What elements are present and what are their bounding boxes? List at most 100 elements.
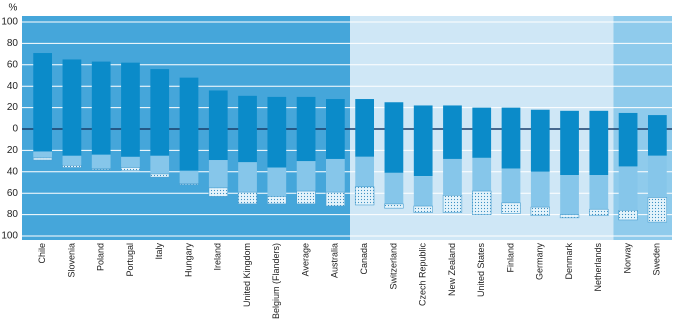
bar (501, 107, 521, 129)
bar (413, 105, 433, 129)
bar (647, 129, 667, 156)
y-tick-label: 60 (7, 59, 19, 70)
bar (296, 190, 316, 205)
bar (355, 156, 375, 187)
bar (238, 95, 257, 129)
bar (560, 110, 579, 129)
x-tick-label: Finland (505, 243, 515, 273)
y-tick-label: 80 (7, 209, 19, 220)
bar (121, 129, 140, 157)
bar (238, 162, 257, 193)
bar (589, 208, 609, 216)
bar (121, 62, 140, 129)
y-tick-label: 80 (7, 38, 19, 49)
bar (150, 155, 170, 174)
bar (62, 129, 82, 156)
bar (150, 129, 170, 156)
bar (33, 151, 53, 158)
x-tick-label: Slovenia (66, 243, 76, 278)
bar (530, 206, 550, 216)
bar (647, 115, 667, 129)
bar (179, 129, 199, 171)
bar (384, 203, 404, 209)
bar (121, 156, 140, 168)
x-tick-label: Denmark (564, 243, 574, 280)
bar (472, 129, 492, 158)
bar (355, 129, 375, 157)
bar (559, 214, 580, 219)
x-tick-label: Netherlands (593, 243, 603, 292)
bar (384, 129, 404, 173)
x-tick-label: Switzerland (388, 243, 398, 290)
bar (443, 105, 462, 129)
bar (443, 129, 462, 159)
bar (62, 59, 82, 130)
bar (208, 187, 228, 197)
bar (589, 175, 609, 210)
bar (267, 167, 287, 197)
bar (208, 160, 228, 188)
bar (560, 129, 579, 176)
bar (238, 129, 257, 163)
bar (560, 175, 579, 215)
y-tick-label: 60 (7, 188, 19, 199)
bar (267, 196, 287, 205)
bar (354, 186, 375, 206)
bar (296, 96, 316, 129)
y-axis-label: % (9, 3, 18, 14)
bar (442, 195, 463, 213)
bar (530, 109, 550, 129)
bar (32, 157, 53, 161)
bar (325, 191, 346, 207)
x-tick-label: New Zealand (447, 243, 457, 296)
bar (325, 129, 345, 159)
bar (384, 172, 404, 204)
x-tick-label: Canada (359, 243, 369, 275)
x-tick-label: Hungary (183, 243, 193, 278)
bar (618, 210, 638, 221)
bar (472, 107, 492, 129)
bar (647, 197, 668, 223)
bar (413, 205, 433, 213)
x-tick-label: Sweden (652, 243, 662, 276)
bar (501, 202, 521, 214)
bar (443, 158, 462, 196)
x-tick-label: Portugal (125, 243, 135, 277)
bar (91, 129, 111, 155)
bar (237, 191, 258, 205)
y-tick-label: 100 (1, 231, 18, 242)
y-tick-label: 20 (7, 102, 19, 113)
bar (296, 129, 316, 162)
bar (413, 176, 433, 207)
bar (325, 99, 345, 129)
bar (530, 171, 550, 208)
x-tick-label: Belgium (Flanders) (271, 243, 281, 319)
bar (150, 173, 170, 178)
bar (647, 155, 667, 198)
x-tick-label: United States (476, 243, 486, 298)
bar (355, 99, 375, 129)
x-tick-label: Poland (96, 243, 106, 271)
bar (472, 190, 492, 215)
x-tick-label: Ireland (213, 243, 223, 271)
x-tick-label: Germany (535, 243, 545, 281)
bar (618, 166, 638, 211)
bar (91, 168, 111, 170)
bar (91, 154, 111, 169)
bar (472, 157, 492, 192)
x-tick-label: United Kingdom (242, 243, 252, 307)
bar (325, 158, 345, 193)
bar (530, 129, 550, 172)
bar (267, 96, 287, 129)
bar (33, 129, 53, 152)
x-tick-label: Average (300, 243, 310, 276)
bar (413, 129, 433, 177)
bar (62, 155, 82, 166)
y-tick-label: 0 (12, 124, 18, 135)
bar (179, 183, 199, 185)
bar (62, 165, 82, 168)
bar (91, 61, 111, 130)
bar (589, 129, 609, 176)
bar (618, 129, 638, 167)
